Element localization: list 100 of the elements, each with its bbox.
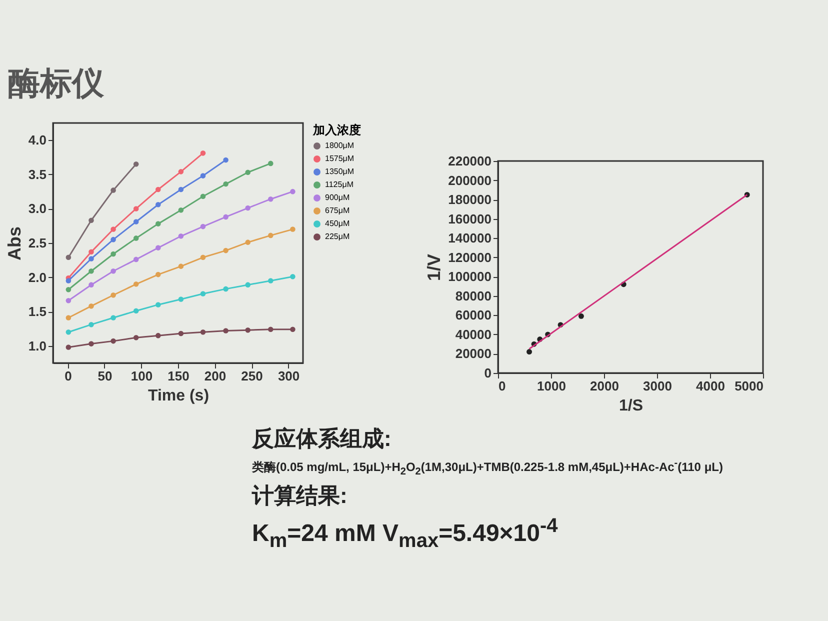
y-tick-label: 1.5 [28,304,46,320]
point [110,236,116,242]
point [66,298,72,304]
point [200,194,206,200]
point [245,205,250,211]
point [66,330,72,335]
y-tick-label: 1.0 [28,338,46,354]
point [200,173,206,178]
point [88,218,94,224]
x-tick-label: 250 [241,368,263,384]
text: 反应体系组成: [252,425,392,453]
point [133,256,139,262]
point [66,344,72,350]
point [133,162,139,167]
point [88,256,94,262]
point [66,254,72,260]
y-tick-label: 3.0 [28,201,46,216]
point [178,296,184,302]
legend-title: 加入浓度 [312,123,361,137]
point [178,169,184,174]
point [133,236,139,241]
y-tick-label: 100000 [448,269,492,284]
point [110,226,116,232]
point [133,219,139,224]
point [200,291,206,296]
point [268,160,274,166]
point [268,232,274,238]
point [223,214,228,220]
x-tick-label: 150 [168,368,190,384]
point [178,264,184,269]
x-tick-label: 0 [64,368,72,384]
point [133,206,139,212]
point [156,332,161,338]
point [245,282,250,288]
point [245,327,250,333]
point [245,170,250,176]
text: K$_{m}$=24 mM V$_{max}$=5.49×10$^{-4}$ [252,515,559,554]
point [66,286,72,292]
point [88,249,94,255]
point [223,181,228,187]
point [526,349,532,355]
point [578,313,584,319]
point [66,315,72,320]
point [178,207,184,213]
point [223,286,228,292]
text: 类酶(0.05 mg/mL, 15μL)+H$_{2}$O$_{2}$(1M,30μL)+TMB(0.225-1.8 mM,45μL)+HAc-Ac$^{-}$(110 μL) [252,458,723,478]
point [178,330,184,336]
x-axis-title: Time (s) [148,388,210,404]
point [290,326,296,332]
point [290,188,296,194]
text: 计算结果: [252,482,348,510]
legend-label: 675μM [325,206,350,215]
point [290,274,296,280]
x-tick-label: 5000 [734,378,764,394]
point [88,268,94,274]
y-tick-label: 60000 [455,308,492,323]
point [110,338,116,344]
point [200,254,206,260]
y-tick-label: 4.0 [28,132,46,148]
x-tick-label: 50 [98,368,112,384]
x-axis-title: 1/S [618,398,644,414]
point [88,322,94,328]
y-tick-label: 180000 [448,192,492,208]
point [133,308,139,314]
point [156,186,161,192]
point [110,292,116,298]
point [178,234,184,239]
y-tick-label: 20000 [455,346,492,362]
point [268,278,274,284]
point [268,326,274,332]
y-tick-label: 140000 [448,230,492,246]
point [200,330,206,335]
point [133,282,139,287]
legend-label: 900μM [325,193,350,202]
point [223,157,228,163]
point [223,248,228,254]
point [110,268,116,274]
y-tick-label: 220000 [448,154,492,168]
x-tick-label: 0 [498,378,506,394]
y-axis-title: Abs [4,226,24,261]
y-tick-label: 2.0 [28,270,46,285]
y-axis-title: 1/V [424,254,444,282]
legend-label: 1350μM [325,167,354,176]
point [88,303,94,309]
legend-label: 1575μM [325,154,354,163]
x-tick-label: 200 [204,368,226,384]
point [245,240,250,245]
chart-title: 酶标仪 [8,64,104,103]
y-tick-label: 200000 [448,172,492,188]
legend-label: 450μM [325,219,350,228]
y-tick-label: 120000 [448,250,492,265]
x-tick-label: 300 [278,368,300,384]
point [133,334,139,340]
point [200,224,206,230]
y-tick-label: 160000 [448,211,492,226]
x-tick-label: 1000 [537,378,566,394]
legend-label: 1800μM [325,141,354,150]
legend-label: 1125μM [325,180,354,189]
y-tick-label: 40000 [455,326,492,342]
point [66,278,72,284]
